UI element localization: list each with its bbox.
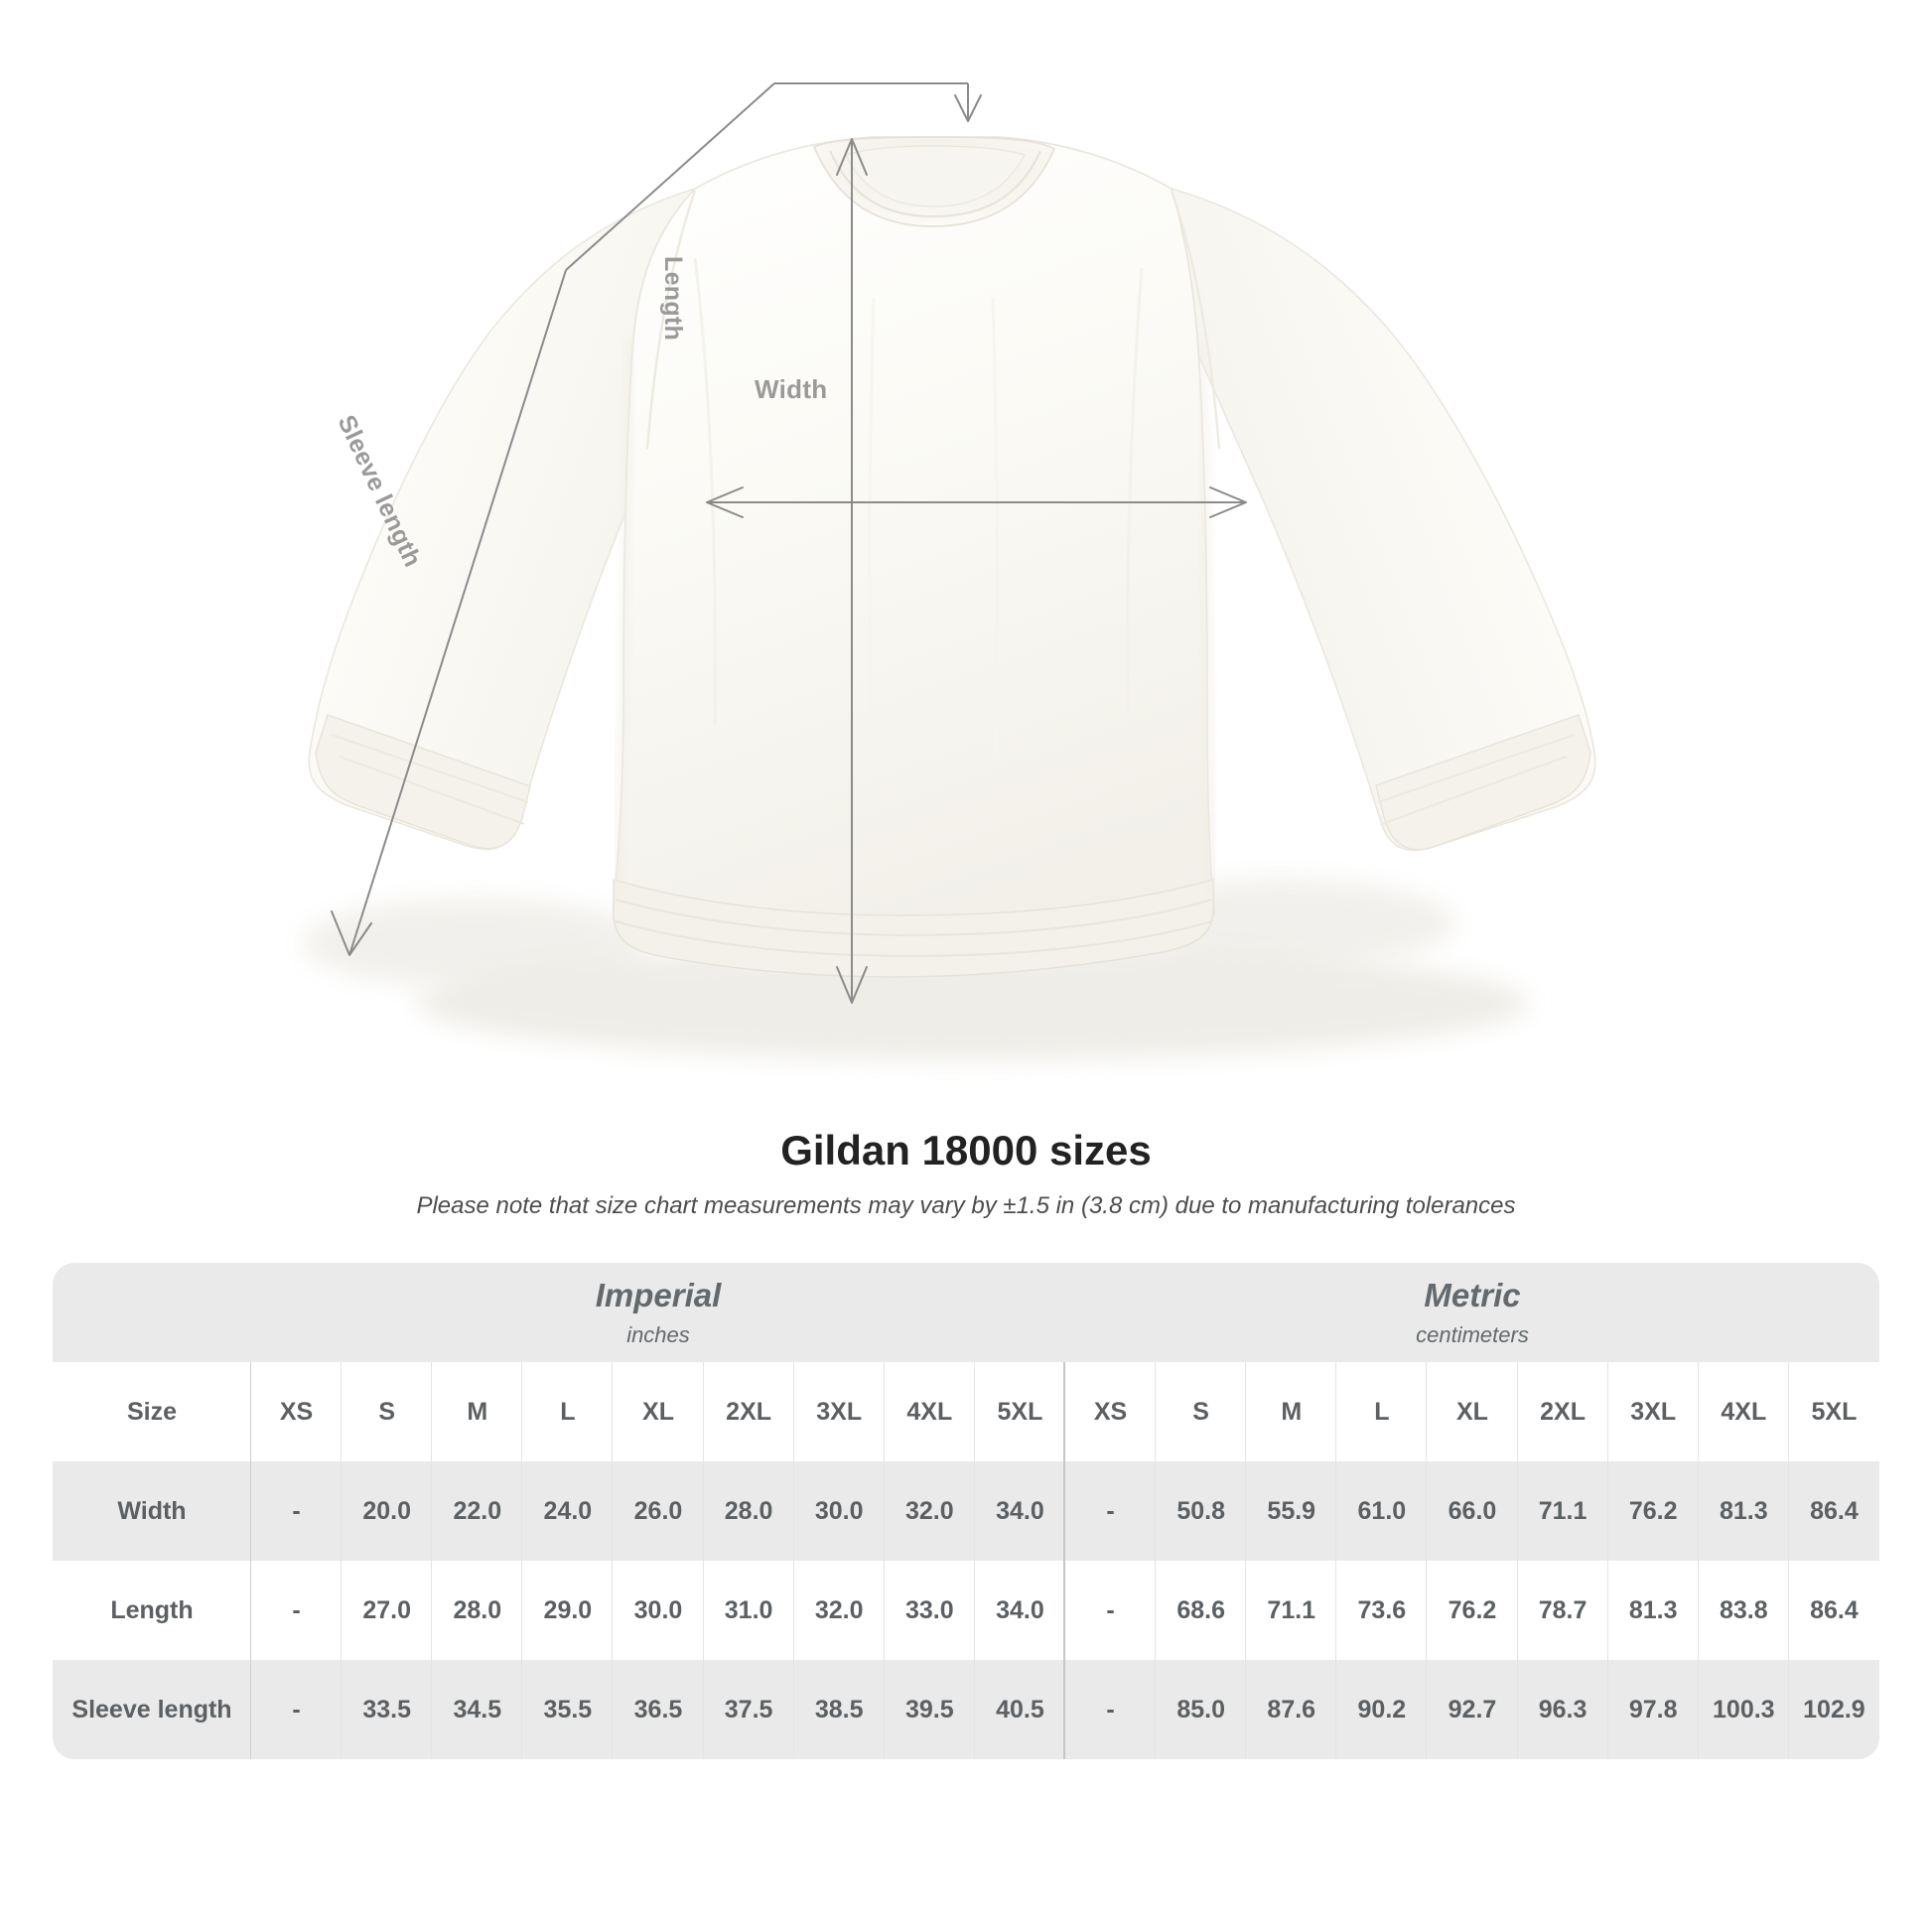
cell-sleeve-length-imperial-2xl: 37.5 <box>703 1660 794 1760</box>
unit-subtitle: centimeters <box>1416 1322 1529 1348</box>
width-measure-label: Width <box>755 374 828 404</box>
cell-length-metric-xs: - <box>1064 1561 1157 1661</box>
cell-length-metric-5xl: 86.4 <box>1788 1561 1879 1661</box>
cell-length-metric-s: 68.6 <box>1156 1561 1247 1661</box>
cell-sleeve-length-imperial-l: 35.5 <box>522 1660 614 1760</box>
cell-length-imperial-l: 29.0 <box>522 1561 614 1661</box>
size-header-metric-m: M <box>1246 1362 1337 1462</box>
cell-sleeve-length-imperial-xl: 36.5 <box>613 1660 704 1760</box>
table-row: Width -20.0 22.0 24.0 26.0 28.0 30.0 32.0 34.0-5… <box>53 1461 1879 1562</box>
cell-width-imperial-2xl: 28.0 <box>703 1461 794 1562</box>
cell-length-metric-4xl: 83.8 <box>1698 1561 1789 1661</box>
size-header-metric-3xl: 3XL <box>1607 1362 1699 1462</box>
cell-sleeve-length-metric-xl: 92.7 <box>1427 1660 1518 1760</box>
cell-sleeve-length-imperial-m: 34.5 <box>432 1660 523 1760</box>
cell-width-imperial-xl: 26.0 <box>613 1461 704 1562</box>
size-header-imperial-xs: XS <box>251 1362 343 1462</box>
cell-width-metric-4xl: 81.3 <box>1698 1461 1789 1562</box>
size-chart-table-container: Imperial inches Metric centimeters Size XS S M L… <box>53 1263 1879 1760</box>
cell-length-metric-l: 73.6 <box>1336 1561 1428 1661</box>
cell-sleeve-length-metric-3xl: 97.8 <box>1607 1660 1699 1760</box>
chart-heading-block: Gildan 18000 sizes Please note that size… <box>0 1127 1932 1222</box>
sweatshirt-illustration <box>303 136 1596 1060</box>
cell-width-imperial-4xl: 32.0 <box>884 1461 975 1562</box>
cell-length-imperial-3xl: 32.0 <box>793 1561 885 1661</box>
cell-sleeve-length-imperial-4xl: 39.5 <box>884 1660 975 1760</box>
row-label-sleeve-length: Sleeve length <box>53 1660 251 1760</box>
cell-width-metric-3xl: 76.2 <box>1607 1461 1699 1562</box>
size-header-imperial-s: S <box>342 1362 433 1462</box>
row-label-length: Length <box>53 1561 251 1661</box>
cell-width-imperial-s: 20.0 <box>342 1461 433 1562</box>
unit-header-imperial: Imperial inches <box>251 1263 1065 1363</box>
cell-sleeve-length-metric-5xl: 102.9 <box>1788 1660 1879 1760</box>
cell-sleeve-length-metric-4xl: 100.3 <box>1698 1660 1789 1760</box>
size-header-row: Size XS S M L XL 2XL 3XL 4XL 5XL XS S M L XL 2XL 3XL 4XL 5… <box>53 1362 1879 1462</box>
size-header-metric-5xl: 5XL <box>1788 1362 1879 1462</box>
unit-subtitle: inches <box>626 1322 690 1348</box>
cell-length-imperial-s: 27.0 <box>342 1561 433 1661</box>
cell-sleeve-length-metric-l: 90.2 <box>1336 1660 1428 1760</box>
sweatshirt-photo: Width Length Sleeve length <box>303 82 1596 1060</box>
garment-diagram: Width Length Sleeve length <box>303 82 1596 1060</box>
size-header-imperial-4xl: 4XL <box>884 1362 975 1462</box>
cell-length-imperial-m: 28.0 <box>432 1561 523 1661</box>
size-header-label: Size <box>53 1362 251 1462</box>
cell-length-metric-3xl: 81.3 <box>1607 1561 1699 1661</box>
cell-width-metric-5xl: 86.4 <box>1788 1461 1879 1562</box>
cell-sleeve-length-imperial-5xl: 40.5 <box>974 1660 1065 1760</box>
cell-width-imperial-3xl: 30.0 <box>793 1461 885 1562</box>
cell-width-metric-xl: 66.0 <box>1427 1461 1518 1562</box>
size-header-imperial-xl: XL <box>613 1362 704 1462</box>
cell-width-imperial-l: 24.0 <box>522 1461 614 1562</box>
size-header-metric-xs: XS <box>1064 1362 1157 1462</box>
size-header-imperial-l: L <box>522 1362 614 1462</box>
unit-row-spacer <box>53 1263 251 1363</box>
size-chart-table: Imperial inches Metric centimeters Size XS S M L… <box>53 1263 1879 1760</box>
cell-sleeve-length-metric-2xl: 96.3 <box>1517 1660 1608 1760</box>
size-header-imperial-5xl: 5XL <box>974 1362 1065 1462</box>
unit-header-metric: Metric centimeters <box>1064 1263 1879 1363</box>
cell-sleeve-length-imperial-s: 33.5 <box>342 1660 433 1760</box>
table-row: Length -27.0 28.0 29.0 30.0 31.0 32.0 33.0 34.0-… <box>53 1561 1879 1661</box>
table-row: Sleeve length -33.5 34.5 35.5 36.5 37.5 38.5 39… <box>53 1660 1879 1760</box>
cell-length-imperial-xs: - <box>251 1561 343 1661</box>
cell-width-imperial-5xl: 34.0 <box>974 1461 1065 1562</box>
size-header-metric-xl: XL <box>1427 1362 1518 1462</box>
unit-name: Metric <box>1424 1277 1521 1314</box>
cell-width-metric-2xl: 71.1 <box>1517 1461 1608 1562</box>
cell-length-metric-xl: 76.2 <box>1427 1561 1518 1661</box>
unit-header-row: Imperial inches Metric centimeters <box>53 1263 1879 1363</box>
row-label-width: Width <box>53 1461 251 1562</box>
cell-sleeve-length-metric-xs: - <box>1064 1660 1157 1760</box>
cell-length-imperial-4xl: 33.0 <box>884 1561 975 1661</box>
cell-width-metric-s: 50.8 <box>1156 1461 1247 1562</box>
length-measure-label: Length <box>659 256 687 342</box>
cell-sleeve-length-imperial-3xl: 38.5 <box>793 1660 885 1760</box>
cell-length-metric-2xl: 78.7 <box>1517 1561 1608 1661</box>
cell-width-metric-m: 55.9 <box>1246 1461 1337 1562</box>
unit-name: Imperial <box>595 1277 722 1314</box>
cell-width-imperial-m: 22.0 <box>432 1461 523 1562</box>
cell-width-imperial-xs: - <box>251 1461 343 1562</box>
cell-sleeve-length-metric-s: 85.0 <box>1156 1660 1247 1760</box>
cell-length-imperial-xl: 30.0 <box>613 1561 704 1661</box>
cell-sleeve-length-metric-m: 87.6 <box>1246 1660 1337 1760</box>
page-title: Gildan 18000 sizes <box>780 1127 1152 1173</box>
size-header-metric-s: S <box>1156 1362 1247 1462</box>
cell-width-metric-l: 61.0 <box>1336 1461 1428 1562</box>
cell-length-imperial-2xl: 31.0 <box>703 1561 794 1661</box>
cell-sleeve-length-imperial-xs: - <box>251 1660 343 1760</box>
tolerance-note: Please note that size chart measurements… <box>416 1192 1516 1220</box>
cell-length-imperial-5xl: 34.0 <box>974 1561 1065 1661</box>
size-header-imperial-2xl: 2XL <box>703 1362 794 1462</box>
size-header-metric-4xl: 4XL <box>1698 1362 1789 1462</box>
size-header-metric-l: L <box>1336 1362 1428 1462</box>
size-header-metric-2xl: 2XL <box>1517 1362 1608 1462</box>
cell-length-metric-m: 71.1 <box>1246 1561 1337 1661</box>
size-header-imperial-3xl: 3XL <box>793 1362 885 1462</box>
size-header-imperial-m: M <box>432 1362 523 1462</box>
cell-width-metric-xs: - <box>1064 1461 1157 1562</box>
